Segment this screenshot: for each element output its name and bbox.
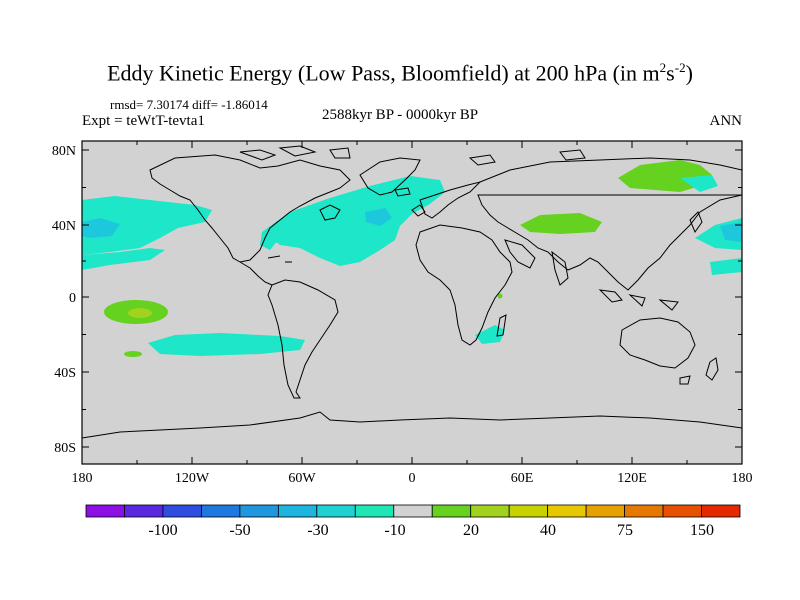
region-madagascar-cyan	[475, 325, 505, 344]
region-south-pacific-core	[128, 308, 152, 318]
lat-label: 40S	[54, 366, 76, 381]
region-north-atlantic	[262, 176, 445, 266]
region-africa-green-dot	[497, 293, 503, 299]
region-east-asia-cyan	[680, 175, 718, 192]
lat-label: 80N	[52, 144, 76, 159]
region-north-pacific-tail	[82, 248, 165, 270]
colorbar-box	[662, 504, 702, 518]
region-southern-cyan-band	[148, 333, 305, 356]
region-gulf-coast	[260, 232, 278, 250]
lon-label: 60E	[511, 471, 534, 486]
colorbar-box	[508, 504, 549, 518]
region-east-asia-green	[618, 160, 712, 192]
colorbar-box	[624, 504, 664, 518]
region-central-asia-green	[520, 213, 602, 234]
colorbar-box	[431, 504, 472, 518]
colorbar-box	[201, 504, 241, 518]
colorbar-box	[547, 504, 587, 518]
colorbar-box	[239, 504, 279, 518]
lon-label: 120E	[617, 471, 647, 486]
lon-label: 120W	[175, 471, 210, 486]
region-north-atlantic-core	[365, 208, 392, 226]
colorbar-box	[585, 504, 625, 518]
colorbar-box	[393, 504, 433, 518]
colorbar-label: 75	[617, 522, 633, 539]
colorbar-label: -100	[148, 522, 177, 539]
colorbar-labels: -100 -50 -30 -10 20 40 75 150	[148, 522, 714, 539]
colorbar-label: 20	[463, 522, 479, 539]
anomaly-regions	[82, 160, 742, 357]
colorbar-label: -30	[307, 522, 328, 539]
figure-title: Eddy Kinetic Energy (Low Pass, Bloomfiel…	[107, 60, 693, 86]
lat-label: 80S	[54, 441, 76, 456]
region-pacific-east-core	[720, 222, 742, 242]
lon-label: 60W	[288, 471, 316, 486]
lat-label: 0	[69, 291, 76, 306]
colorbar-box	[277, 504, 318, 518]
lon-label: 0	[409, 471, 416, 486]
colorbar-label: 40	[540, 522, 556, 539]
colorbar-box	[316, 504, 356, 518]
colorbar-label: -10	[384, 522, 405, 539]
colorbar-box	[354, 504, 395, 518]
colorbar-box	[162, 504, 202, 518]
colorbar-box	[124, 504, 164, 518]
lat-label: 40N	[52, 219, 76, 234]
colorbar-box	[701, 504, 741, 518]
region-small-green	[124, 351, 142, 357]
lon-label: 180	[72, 471, 93, 486]
experiment-label: Expt = teWtT-tevta1	[82, 113, 205, 129]
colorbar-box	[470, 504, 510, 518]
coastlines	[82, 145, 742, 439]
region-north-pacific-west	[82, 196, 212, 255]
lon-label: 180	[732, 471, 753, 486]
season-label: ANN	[709, 113, 743, 129]
colorbar-label: 150	[690, 522, 714, 539]
colorbar-box	[85, 504, 125, 518]
stats-text: rmsd= 7.30174 diff= -1.86014	[110, 97, 268, 112]
axis-ticks	[81, 141, 743, 464]
colorbar-label: -50	[229, 522, 250, 539]
period-label: 2588kyr BP - 0000kyr BP	[321, 107, 479, 123]
region-pacific-east-band	[710, 258, 742, 275]
region-north-pacific-core	[82, 218, 120, 238]
colorbar	[85, 504, 741, 518]
